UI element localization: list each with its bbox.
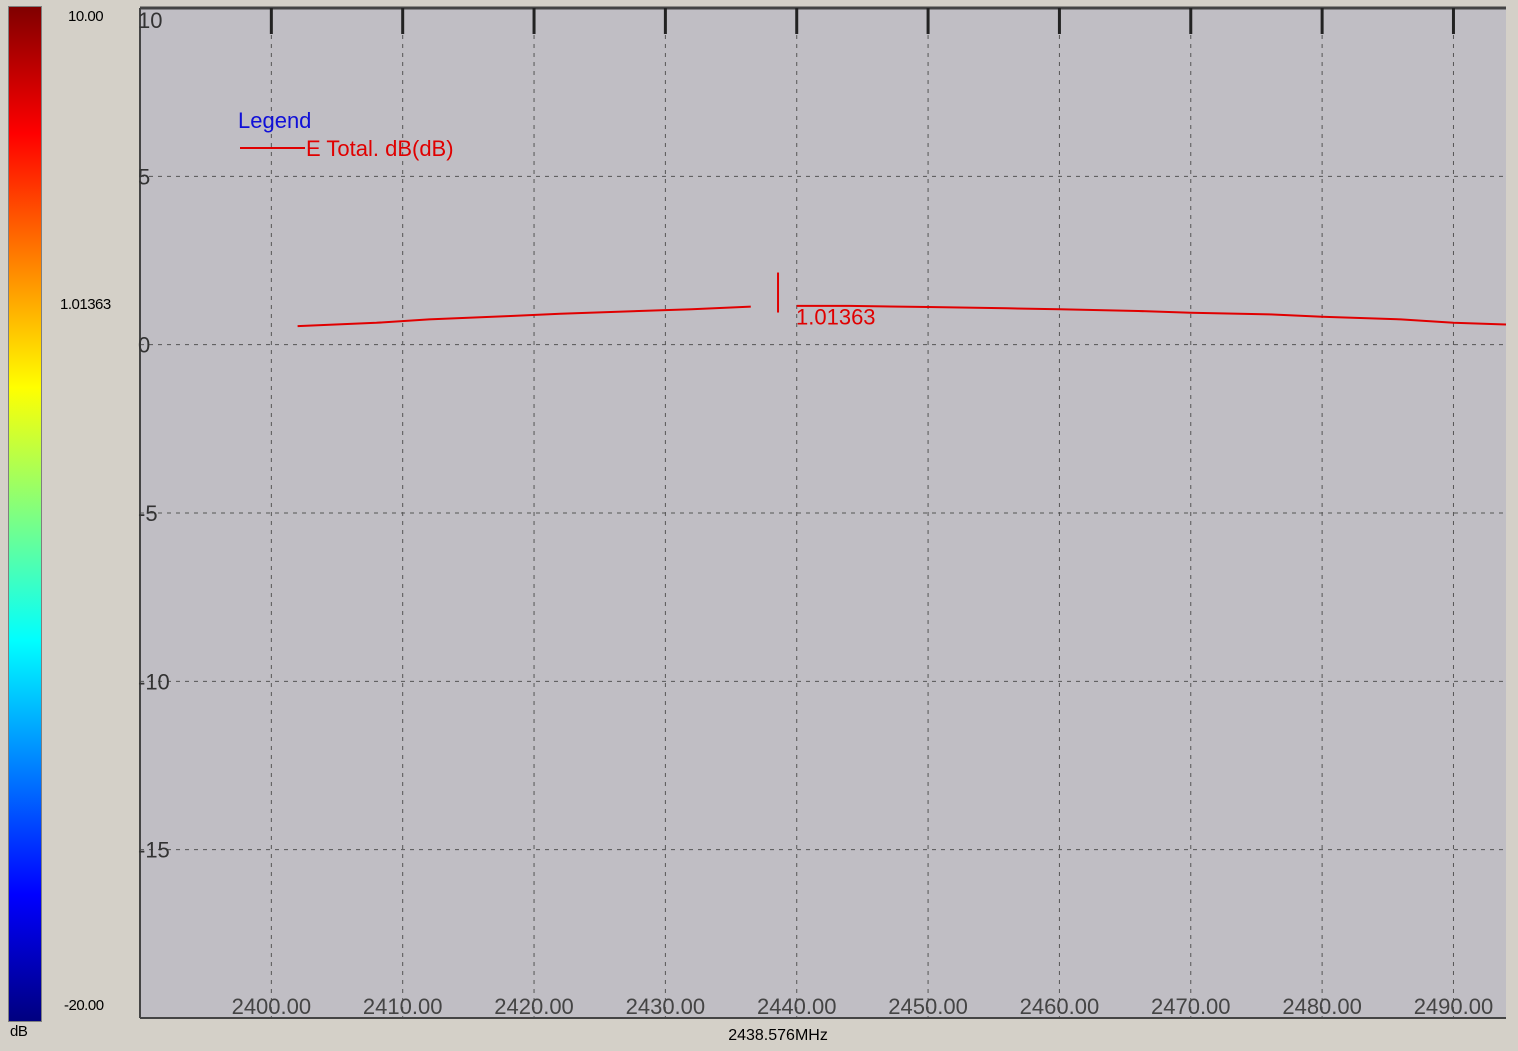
- x-tick-label: 2400.00: [232, 994, 312, 1019]
- y-tick-label: 0: [138, 333, 150, 358]
- series-line-0-segment-0: [297, 305, 751, 328]
- legend-title: Legend: [238, 108, 311, 133]
- x-tick-label: 2450.00: [888, 994, 968, 1019]
- grid: [140, 8, 1506, 1018]
- x-tick-label: 2440.00: [757, 994, 837, 1019]
- x-tick-label: 2430.00: [626, 994, 706, 1019]
- x-axis-label: 2438.576MHz: [728, 1027, 828, 1044]
- x-tick-label: 2460.00: [1020, 994, 1100, 1019]
- color-scale-mid-label: 1.01363: [60, 296, 111, 313]
- legend[interactable]: Legend E Total. dB(dB): [238, 108, 454, 161]
- series-layer: [297, 304, 1507, 328]
- y-tick-label: -5: [138, 501, 158, 526]
- marker-value-label: 1.01363: [796, 305, 876, 330]
- color-scale-unit-label: dB: [10, 1023, 28, 1040]
- y-tick-label: 10: [138, 8, 162, 33]
- x-tick-label: 2490.00: [1414, 994, 1494, 1019]
- y-axis-ticks: 10 5 0 -5 -10 -15: [138, 8, 170, 863]
- axes: [139, 6, 1506, 1019]
- color-scale-max-label: 10.00: [68, 8, 104, 25]
- y-tick-label: 5: [138, 164, 150, 189]
- color-scale-bar: [8, 6, 42, 1022]
- y-tick-label: -10: [138, 669, 170, 694]
- series-line-0-segment-1: [796, 304, 1507, 326]
- x-tick-label: 2410.00: [363, 994, 443, 1019]
- x-axis-ticks: 2400.00 2410.00 2420.00 2430.00 2440.00 2450.…: [232, 994, 1494, 1019]
- color-scale-min-label: -20.00: [64, 997, 104, 1014]
- legend-entry-label: E Total. dB(dB): [306, 136, 454, 161]
- x-tick-label: 2480.00: [1282, 994, 1362, 1019]
- x-tick-label: 2470.00: [1151, 994, 1231, 1019]
- y-tick-label: -15: [138, 838, 170, 863]
- x-tick-label: 2420.00: [494, 994, 574, 1019]
- marker-layer: 1.01363: [777, 272, 876, 330]
